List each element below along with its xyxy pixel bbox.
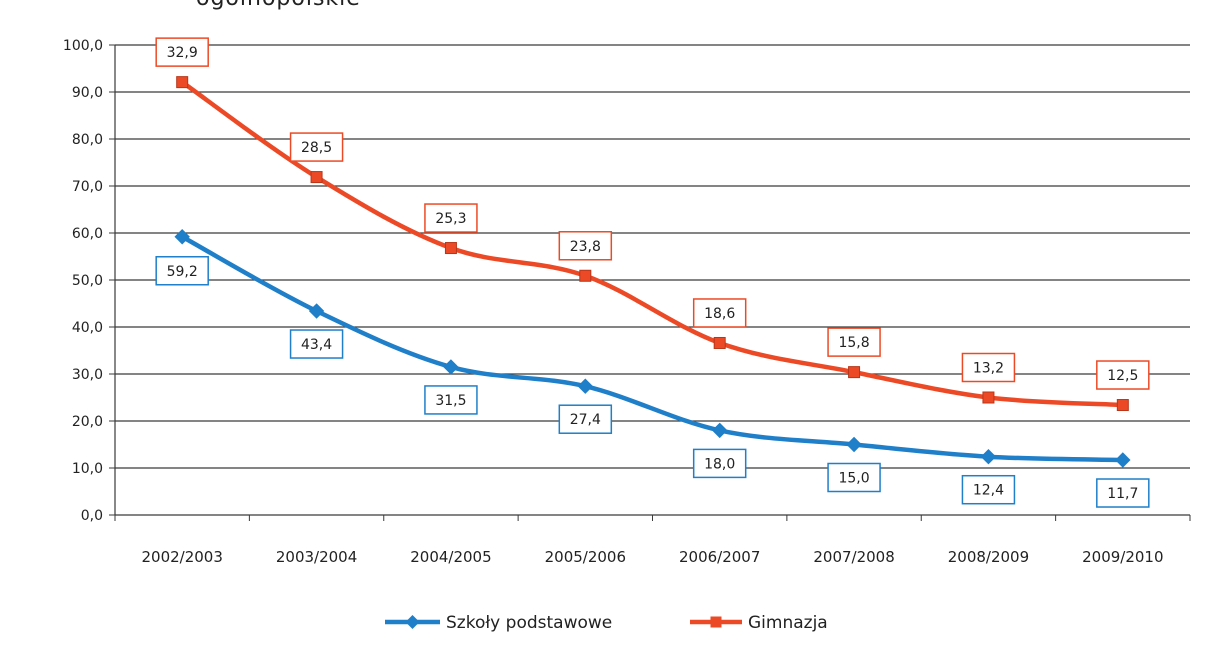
data-label-box — [961, 352, 1016, 383]
x-tick-label: 2006/2007 — [679, 548, 760, 566]
series-line-szkoly-podstawowe — [179, 234, 1126, 463]
legend-marker — [710, 616, 722, 628]
x-tick-label: 2009/2010 — [1082, 548, 1163, 566]
data-label-box — [692, 298, 747, 328]
data-point-marker — [174, 229, 190, 245]
y-tick-label: 50,0 — [72, 273, 103, 289]
y-tick-label: 20,0 — [72, 414, 103, 430]
data-point-marker — [713, 336, 726, 349]
y-tick-label: 70,0 — [72, 179, 103, 195]
y-tick-label: 40,0 — [72, 320, 103, 336]
y-tick-label: 10,0 — [72, 461, 103, 477]
y-tick-label: 60,0 — [72, 226, 103, 242]
data-label-box — [155, 256, 209, 286]
x-tick-label: 2007/2008 — [813, 548, 894, 566]
data-label: 18,0 — [704, 456, 735, 472]
data-label-box — [289, 329, 344, 359]
data-label: 27,4 — [570, 412, 601, 428]
data-label: 11,7 — [1107, 486, 1138, 502]
data-label-box — [289, 132, 344, 162]
data-label: 28,5 — [301, 140, 332, 156]
legend-marker — [405, 615, 420, 629]
data-label-box — [827, 462, 881, 493]
data-point-marker — [711, 422, 728, 439]
data-point-marker — [579, 269, 592, 282]
data-label-box — [961, 474, 1016, 505]
data-point-marker — [443, 359, 459, 375]
data-point-marker — [980, 449, 997, 465]
data-label-box — [558, 231, 613, 261]
data-label-box — [558, 404, 613, 434]
y-tick-label: 30,0 — [72, 367, 103, 383]
data-point-marker — [846, 436, 862, 453]
data-label: 15,0 — [838, 471, 869, 487]
y-tick-label: 90,0 — [72, 85, 103, 101]
x-tick-label: 2002/2003 — [141, 548, 222, 566]
data-label: 12,4 — [973, 483, 1004, 499]
x-tick-label: 2003/2004 — [276, 548, 357, 566]
data-point-marker — [982, 391, 995, 404]
data-point-marker — [577, 378, 594, 394]
data-label-box — [424, 385, 478, 415]
data-label: 13,2 — [973, 361, 1004, 377]
data-label: 43,4 — [301, 337, 332, 353]
y-tick-label: 0,0 — [81, 508, 103, 524]
data-label: 12,5 — [1107, 368, 1138, 384]
data-label-box — [1096, 360, 1150, 390]
data-point-marker — [1115, 452, 1131, 468]
data-point-marker — [444, 242, 457, 255]
data-point-marker — [1116, 399, 1129, 412]
data-point-marker — [848, 366, 861, 379]
series-line-gimnazja — [179, 79, 1126, 408]
x-tick-label: 2005/2006 — [545, 548, 626, 566]
data-label: 32,9 — [167, 45, 198, 61]
data-label: 23,8 — [570, 239, 601, 255]
data-label: 15,8 — [838, 335, 869, 351]
data-point-marker — [308, 303, 325, 319]
y-tick-label: 100,0 — [63, 38, 103, 54]
data-point-marker — [176, 76, 189, 89]
data-label: 18,6 — [704, 306, 735, 322]
legend-label: Szkoły podstawowe — [446, 613, 612, 633]
data-label-box — [155, 37, 209, 67]
data-label: 59,2 — [167, 264, 198, 280]
chart-title-fragment: ogólnopolskie — [196, 0, 361, 11]
data-label: 25,3 — [435, 211, 466, 227]
data-point-marker — [310, 171, 323, 184]
data-label-box — [1096, 478, 1150, 508]
data-label-box — [692, 448, 747, 479]
data-label-box — [424, 203, 478, 233]
data-label-box — [827, 327, 881, 357]
y-tick-label: 80,0 — [72, 132, 103, 148]
x-tick-label: 2008/2009 — [948, 548, 1029, 566]
legend-label: Gimnazja — [748, 613, 828, 633]
x-tick-label: 2004/2005 — [410, 548, 491, 566]
data-label: 31,5 — [435, 393, 466, 409]
